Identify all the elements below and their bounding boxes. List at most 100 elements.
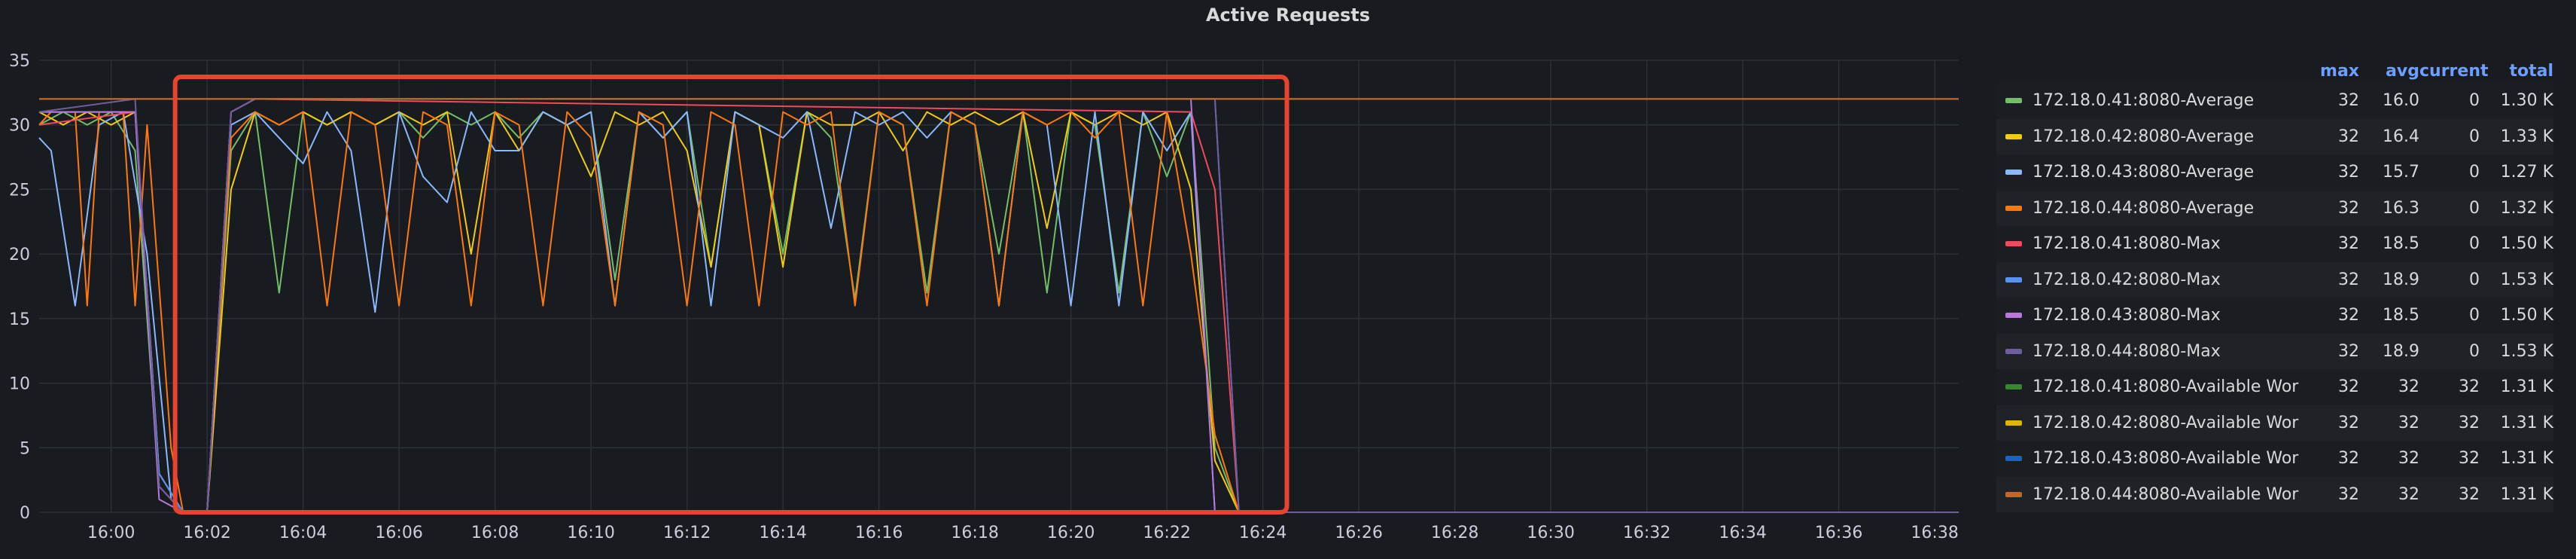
legend-avg: 16.0 [2383,91,2419,111]
legend-swatch [2005,420,2022,426]
legend-current: 32 [2459,377,2480,397]
legend-avg: 32 [2398,449,2419,469]
legend-item[interactable]: 172.18.0.44:8080-Available Workers 32 32 32… [1996,476,2553,512]
legend-swatch [2005,276,2022,283]
y-tick-label: 25 [9,181,30,200]
legend-max: 32 [2338,198,2359,218]
legend-max: 32 [2338,270,2359,289]
x-tick-label: 16:02 [183,524,230,542]
x-tick-label: 16:08 [471,524,519,542]
legend-item[interactable]: 172.18.0.41:8080-Available Workers 32 32 32… [1996,369,2553,405]
legend-series-name: 172.18.0.44:8080-Available Workers [2032,484,2299,504]
series-line [38,111,1959,513]
legend-total: 1.31 K [2500,449,2553,469]
legend-item[interactable]: 172.18.0.44:8080-Average 32 16.3 0 1.32 K [1996,190,2553,226]
legend-series-name: 172.18.0.42:8080-Average [2032,127,2255,146]
x-tick-label: 16:04 [279,524,327,542]
legend-avg: 15.7 [2383,163,2419,182]
legend-current: 32 [2459,449,2480,469]
legend-swatch [2005,170,2022,176]
legend-avg: 32 [2398,413,2419,432]
legend-max: 32 [2338,449,2359,469]
legend-item[interactable]: 172.18.0.41:8080-Average 32 16.0 0 1.30 K [1996,83,2553,119]
legend-max: 32 [2338,306,2359,325]
x-tick-label: 16:30 [1527,524,1574,542]
legend-table: max avg current total 172.18.0.41:8080-A… [1996,59,2553,512]
x-tick-label: 16:14 [759,524,806,542]
series-line [38,111,1959,513]
y-axis: 0 5 10 15 20 25 30 35 [9,52,30,523]
legend-swatch [2005,241,2022,247]
legend-header-max[interactable]: max [2320,61,2359,81]
legend-header-avg[interactable]: avg [2386,61,2419,81]
legend-swatch [2005,133,2022,139]
legend-total: 1.50 K [2500,234,2553,254]
y-tick-label: 0 [20,504,30,523]
legend-total: 1.27 K [2500,163,2553,182]
x-tick-label: 16:06 [375,524,422,542]
legend-current: 32 [2459,413,2480,432]
legend-current: 0 [2469,91,2480,111]
legend-current: 0 [2469,127,2480,146]
x-tick-label: 16:34 [1719,524,1766,542]
legend-current: 0 [2469,234,2480,254]
legend-avg: 32 [2398,484,2419,504]
legend-avg: 18.9 [2383,270,2419,289]
chart-grid [39,60,1959,513]
legend-item[interactable]: 172.18.0.43:8080-Available Workers 32 32 32… [1996,441,2553,477]
legend-total: 1.33 K [2500,127,2553,146]
y-tick-label: 20 [9,246,30,264]
x-tick-label: 16:28 [1431,524,1478,542]
legend-current: 0 [2469,270,2480,289]
legend-item[interactable]: 172.18.0.41:8080-Max 32 18.5 0 1.50 K [1996,226,2553,262]
series-line [38,111,1959,513]
time-series-chart[interactable]: 0 5 10 15 20 25 30 35 16:00 16:02 16:04 16:06 16:08… [0,0,1987,559]
legend-item[interactable]: 172.18.0.43:8080-Max 32 18.5 0 1.50 K [1996,298,2553,334]
legend-current: 32 [2459,484,2480,504]
legend-series-name: 172.18.0.41:8080-Available Workers [2032,377,2299,397]
x-tick-label: 16:12 [663,524,711,542]
legend-swatch [2005,313,2022,319]
legend-avg: 18.9 [2383,341,2419,361]
series-line [38,111,1959,513]
legend-current: 0 [2469,198,2480,218]
legend-header-total[interactable]: total [2509,61,2553,81]
legend-series-name: 172.18.0.41:8080-Max [2032,234,2221,254]
legend-avg: 32 [2398,377,2419,397]
x-tick-label: 16:38 [1911,524,1958,542]
legend-series-name: 172.18.0.42:8080-Available Workers [2032,413,2299,432]
legend-total: 1.50 K [2500,306,2553,325]
legend-swatch [2005,98,2022,104]
x-tick-label: 16:20 [1047,524,1095,542]
legend-header: max avg current total [1996,59,2553,83]
x-tick-label: 16:18 [951,524,998,542]
legend-avg: 18.5 [2383,234,2419,254]
legend-series-name: 172.18.0.44:8080-Max [2032,341,2221,361]
legend-avg: 16.4 [2383,127,2419,146]
legend-item[interactable]: 172.18.0.42:8080-Available Workers 32 32 32… [1996,405,2553,441]
legend-total: 1.31 K [2500,484,2553,504]
x-tick-label: 16:16 [855,524,903,542]
legend-max: 32 [2338,91,2359,111]
x-tick-label: 16:26 [1335,524,1382,542]
x-axis: 16:00 16:02 16:04 16:06 16:08 16:10 16:12 16:14… [87,524,1959,542]
legend-swatch [2005,205,2022,211]
legend-item[interactable]: 172.18.0.43:8080-Average 32 15.7 0 1.27 K [1996,154,2553,191]
legend-avg: 16.3 [2383,198,2419,218]
legend-total: 1.30 K [2500,91,2553,111]
legend-series-name: 172.18.0.44:8080-Average [2032,198,2255,218]
legend-item[interactable]: 172.18.0.44:8080-Max 32 18.9 0 1.53 K [1996,333,2553,369]
y-tick-label: 5 [20,439,30,458]
legend-max: 32 [2338,341,2359,361]
y-tick-label: 35 [9,52,30,71]
legend-series-name: 172.18.0.43:8080-Average [2032,163,2255,182]
legend-item[interactable]: 172.18.0.42:8080-Average 32 16.4 0 1.33 K [1996,118,2553,154]
x-tick-label: 16:24 [1239,524,1286,542]
legend-total: 1.53 K [2500,341,2553,361]
legend-series-name: 172.18.0.43:8080-Max [2032,306,2221,325]
x-tick-label: 16:32 [1623,524,1670,542]
legend-swatch [2005,348,2022,354]
legend-max: 32 [2338,234,2359,254]
legend-header-current[interactable]: current [2419,61,2489,81]
legend-item[interactable]: 172.18.0.42:8080-Max 32 18.9 0 1.53 K [1996,261,2553,298]
